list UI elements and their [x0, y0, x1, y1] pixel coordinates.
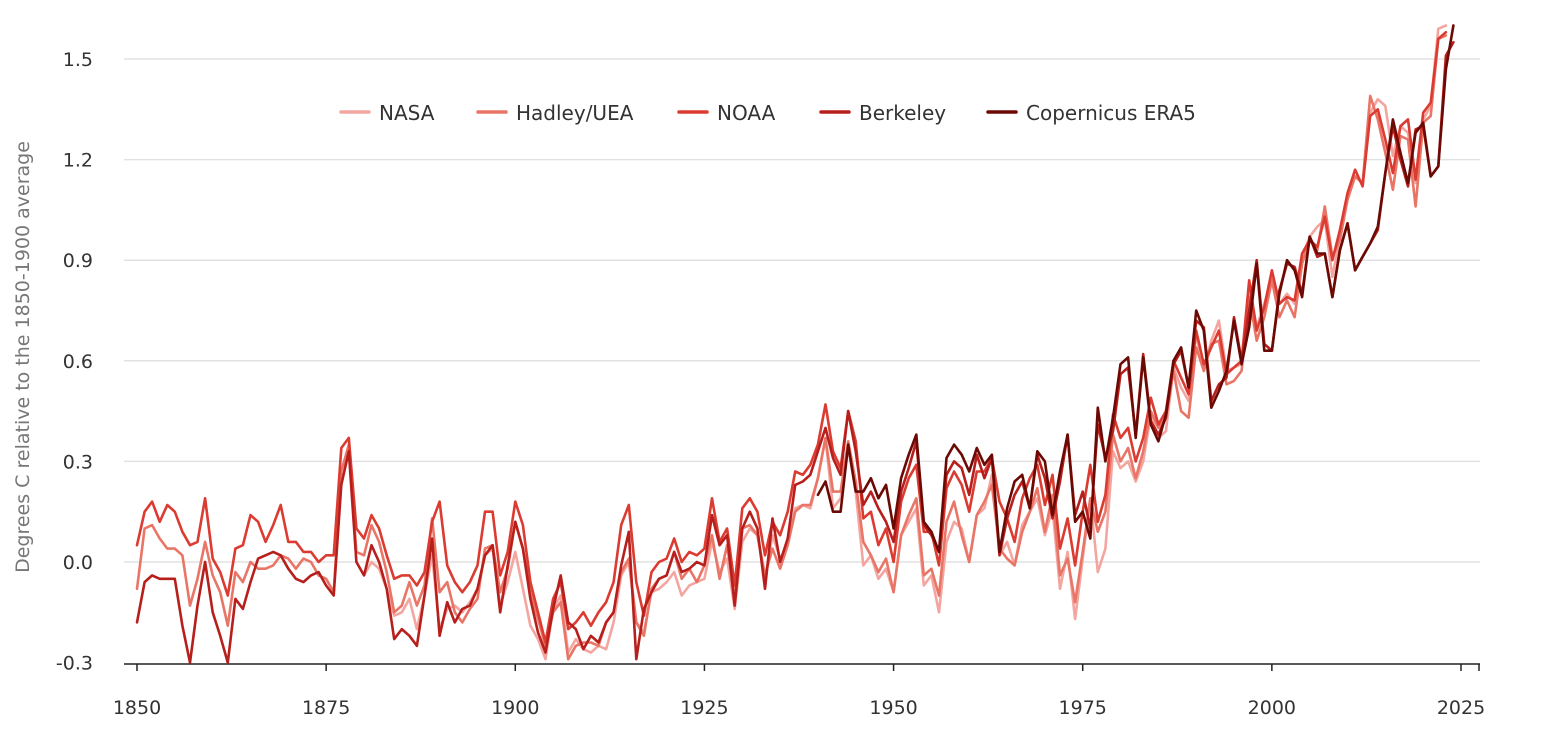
y-tick-label: 1.5 — [63, 49, 93, 71]
x-tick-label: 1850 — [113, 697, 161, 719]
series-line-berkeley — [135, 40, 1455, 664]
y-tick-label: 0.6 — [63, 351, 93, 373]
series-lines — [135, 24, 1455, 664]
y-tick-label: 0.0 — [63, 552, 93, 574]
x-tick-label: 1950 — [869, 697, 917, 719]
x-tick-label: 1975 — [1059, 697, 1107, 719]
x-tick-label: 2025 — [1437, 697, 1485, 719]
legend-label-nasa: NASA — [379, 101, 435, 125]
legend-label-noaa: NOAA — [717, 101, 776, 125]
x-tick-label: 1900 — [491, 697, 539, 719]
series-line-hadley-uea — [135, 34, 1448, 661]
x-tick-label: 1875 — [302, 697, 350, 719]
axes — [124, 663, 1480, 671]
legend-label-berkeley: Berkeley — [859, 101, 946, 125]
series-line-noaa — [135, 30, 1448, 644]
y-tick-label: 0.3 — [63, 451, 93, 473]
y-tick-label: 1.2 — [63, 150, 93, 172]
legend-label-copernicus-era5: Copernicus ERA5 — [1026, 101, 1196, 125]
legend: NASA Hadley/UEA NOAA Berkeley Copernicus ERA… — [339, 101, 1196, 125]
x-tick-labels: 1850 1875 1900 1925 1950 1975 2000 2025 — [113, 697, 1485, 719]
y-tick-labels: -0.3 0.0 0.3 0.6 0.9 1.2 1.5 — [56, 49, 93, 675]
y-tick-label: -0.3 — [56, 653, 93, 675]
y-tick-label: 0.9 — [63, 250, 93, 272]
legend-label-hadley-uea: Hadley/UEA — [516, 101, 634, 125]
x-tick-label: 2000 — [1248, 697, 1296, 719]
y-axis-title: Degrees C relative to the 1850-1900 aver… — [12, 141, 34, 573]
x-tick-label: 1925 — [680, 697, 728, 719]
series-line-copernicus-era5 — [816, 24, 1455, 554]
